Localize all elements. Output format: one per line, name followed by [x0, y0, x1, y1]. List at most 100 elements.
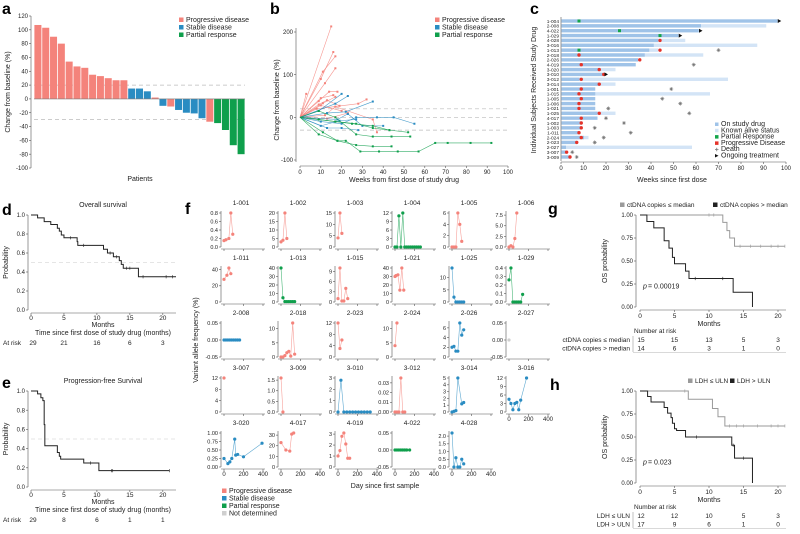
legend-swatch [435, 17, 440, 22]
vaf-subplot: 4-028 0.0 0.5 1.01.5 2.0 0 200 400 [438, 420, 496, 478]
progressive-disease-marker [579, 77, 583, 81]
x-axis-title: Months [698, 321, 721, 328]
at-risk-count: 3 [161, 340, 165, 347]
x-axis-title: Patients [127, 176, 153, 183]
data-point [355, 133, 358, 136]
series-line [299, 26, 332, 118]
km-curve [640, 390, 753, 483]
subject-row: 3-020 [547, 67, 616, 73]
x-tick-label: 5 [62, 492, 66, 499]
data-point [462, 328, 466, 332]
on-study-drug-bar [561, 140, 578, 145]
x-tick-label: 15 [126, 492, 134, 499]
subject-row: 2-024 [547, 135, 606, 141]
y-tick-label: 0.0 [495, 245, 503, 251]
subplot-title: 3-016 [518, 365, 535, 372]
vaf-subplot: 4-019 0 1 2 3 0 200 400 [329, 420, 383, 478]
subject-row: 2-026 [547, 58, 642, 64]
on-study-drug-bar [561, 131, 580, 135]
death-marker [574, 155, 579, 159]
data-point [413, 122, 416, 125]
data-point [375, 116, 378, 119]
on-study-drug-bar [561, 58, 638, 62]
data-point [319, 104, 322, 107]
p-value: = 0.00019 [648, 284, 679, 291]
x-axis-title: Months [92, 499, 115, 506]
y-tick-label: 80 [21, 42, 28, 48]
y-tick-label: 0.8 [17, 408, 26, 414]
progressive-disease-marker [577, 92, 581, 96]
series-line [395, 377, 405, 413]
legend-label: LDH > ULN [737, 378, 771, 385]
vaf-subplot: 2-018 0 5 10 [269, 310, 322, 361]
data-point [371, 124, 374, 127]
data-point [285, 236, 289, 241]
subplot-title: 1-021 [404, 255, 421, 262]
data-point [345, 410, 349, 414]
data-point [409, 135, 412, 138]
data-point [450, 431, 454, 435]
vaf-subplot: 2-027 -0.05 0.00 0.05 [490, 310, 550, 361]
data-point [462, 300, 466, 304]
y-tick-label: 0.0 [438, 465, 446, 471]
x-tick-label: 200 [295, 472, 306, 478]
on-study-drug-bar [561, 155, 571, 159]
data-point [340, 338, 344, 342]
x-tick-label: 50 [401, 170, 408, 176]
vaf-subplot: 1-003 0 5 10 15 [326, 200, 379, 251]
y-tick-label: 0.75 [207, 439, 218, 445]
x-tick-label: 200 [238, 472, 249, 478]
data-point [229, 272, 233, 276]
data-point [336, 118, 339, 121]
data-point [454, 409, 458, 413]
x-tick-label: 40 [648, 166, 655, 172]
panel-a-waterfall: a -100 -80 -60 -40 -20 0 20 40 60 80 100 120 Change f… [2, 1, 249, 183]
subplot-title: 3-014 [461, 365, 478, 372]
subject-id: 3-016 [547, 43, 560, 49]
vaf-subplot: 1-011 0 20 40 [212, 255, 265, 306]
y-axis-title: OS probability [602, 239, 609, 283]
progressive-disease-marker [579, 87, 583, 91]
legend-label: Progressive disease [229, 488, 292, 495]
on-study-drug-bar [561, 24, 701, 28]
data-point [397, 410, 401, 414]
x-tick-label: 10 [580, 166, 587, 172]
subplot-title: 1-011 [233, 255, 250, 262]
data-point [405, 448, 409, 452]
on-study-drug-bar [561, 111, 598, 115]
x-tick-label: 0 [29, 492, 33, 499]
subplot-title: 3-009 [290, 365, 307, 372]
series-line [299, 95, 348, 118]
risk-count: 5 [742, 513, 746, 520]
progressive-disease-marker [575, 140, 579, 145]
bar [65, 61, 73, 99]
y-tick-label: 0.02 [378, 390, 389, 396]
legend-swatch [222, 496, 227, 501]
data-point [340, 122, 343, 125]
data-point [326, 112, 329, 115]
subject-id: 4-022 [547, 29, 560, 35]
vaf-subplot: 3-007 0 4 8 12 [212, 365, 265, 416]
y-tick-label: 6 [329, 280, 332, 286]
y-tick-label: 1.0 [438, 449, 446, 455]
x-tick-label: 40 [380, 170, 387, 176]
legend-label: Partial response [186, 32, 237, 39]
subplot-title: 1-029 [518, 255, 535, 262]
subplot-title: 2-023 [347, 310, 364, 317]
subject-id: 1-004 [547, 19, 560, 25]
bar [42, 27, 50, 99]
progressive-disease-marker [597, 111, 601, 115]
subject-row: 1-001 [547, 87, 674, 93]
chart-title: Progression-free Survival [64, 378, 143, 385]
series-line [299, 93, 307, 118]
y-axis-title: Variant allele frequency (%) [193, 297, 200, 382]
y-tick-label: 0.00 [621, 481, 633, 487]
x-tick-label: 400 [372, 472, 383, 478]
series-line [508, 267, 523, 303]
data-point [338, 211, 342, 215]
legend-swatch [222, 503, 227, 508]
bar [34, 24, 42, 99]
subplot-title: 2-018 [290, 310, 307, 317]
risk-count: 17 [637, 522, 645, 529]
